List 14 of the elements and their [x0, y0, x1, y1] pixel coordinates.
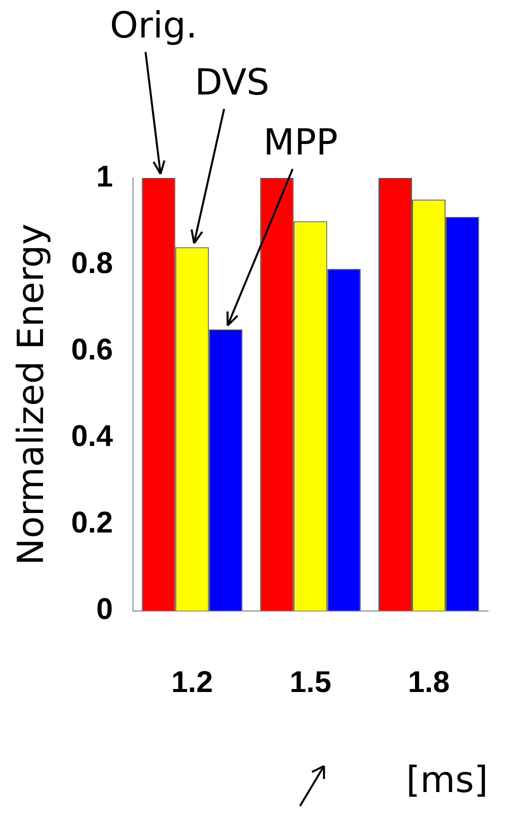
text: Orig. — [110, 5, 198, 46]
text: MPP — [263, 122, 338, 164]
y-axis-title: Normalized Energy — [10, 224, 52, 566]
x-axis-title: [ms] — [406, 760, 488, 801]
x-tick-label: 1.2 — [171, 666, 213, 700]
y-tick-label: 0.2 — [71, 506, 113, 540]
y-tick-label: 0.6 — [71, 333, 113, 366]
text: DVS — [194, 62, 270, 104]
y-tick-label: 0 — [96, 593, 113, 626]
y-tick-label: 0.8 — [71, 246, 113, 280]
y-tick-label: 0.4 — [71, 420, 114, 453]
x-tick-label: 1.8 — [408, 666, 450, 700]
x-tick-label: 1.5 — [290, 666, 332, 700]
y-tick-label: 1 — [96, 160, 113, 194]
